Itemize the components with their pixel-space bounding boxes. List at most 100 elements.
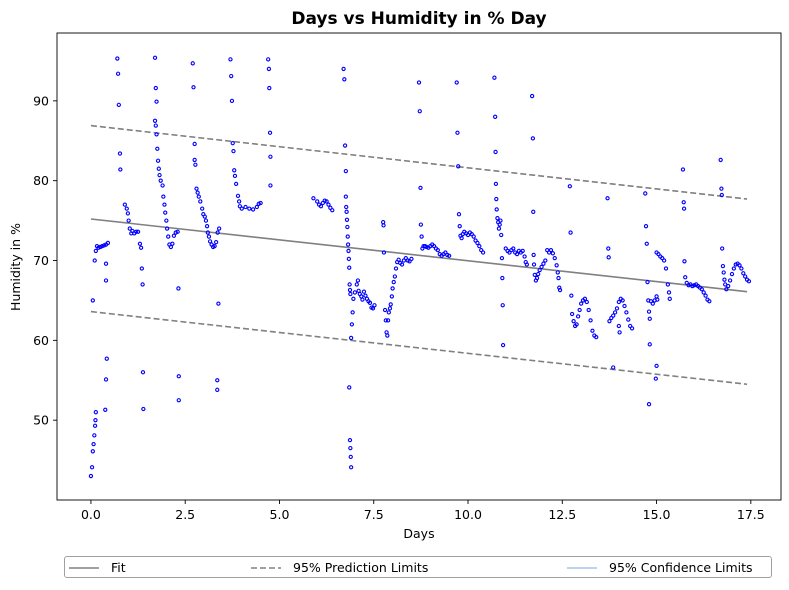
data-point [343, 194, 348, 199]
data-point [348, 291, 353, 297]
data-point [667, 296, 672, 301]
data-point [653, 376, 658, 381]
data-point [577, 307, 582, 313]
data-point [497, 222, 502, 227]
data-point [729, 271, 735, 277]
data-point [158, 178, 163, 183]
data-point [514, 251, 520, 257]
data-point [499, 255, 505, 261]
data-point [391, 279, 396, 285]
data-point [699, 287, 704, 292]
data-point [417, 109, 422, 114]
data-point [644, 241, 649, 246]
data-point [746, 279, 752, 284]
data-point [681, 206, 687, 211]
data-point [345, 224, 350, 230]
data-point [351, 296, 356, 301]
data-point [727, 278, 733, 283]
data-point [624, 310, 629, 315]
data-point [531, 262, 537, 267]
data-point [578, 301, 584, 306]
data-point [543, 258, 548, 263]
x-axis-label: Days [403, 526, 434, 541]
data-point [499, 232, 504, 238]
series-line-0-0 [90, 218, 748, 293]
data-point [230, 141, 235, 146]
data-point [212, 243, 217, 249]
data-point [122, 202, 128, 207]
data-point [348, 445, 353, 451]
data-point [93, 410, 98, 415]
legend-item-confidence: 95% Confidence Limits [567, 559, 753, 576]
data-point [655, 297, 660, 302]
data-point [606, 255, 611, 260]
data-point [155, 146, 160, 151]
legend-label-confidence: 95% Confidence Limits [609, 560, 753, 575]
data-point [232, 173, 238, 179]
data-point [250, 207, 256, 212]
data-point [477, 243, 482, 249]
data-point [232, 168, 237, 173]
data-point [524, 262, 529, 267]
x-tick-label: 5.0 [270, 507, 290, 522]
legend-swatch-confidence [567, 563, 597, 573]
data-point [342, 143, 348, 148]
data-point [193, 162, 198, 167]
data-point [347, 287, 353, 293]
data-point [498, 218, 503, 223]
data-point [646, 402, 652, 407]
data-point [254, 204, 260, 210]
data-point [720, 263, 726, 269]
data-point [743, 274, 748, 279]
data-point [385, 333, 390, 338]
data-point [326, 202, 331, 207]
data-point [343, 168, 348, 174]
data-point [347, 437, 353, 443]
data-point [703, 293, 708, 298]
data-point [200, 206, 205, 211]
data-point [235, 193, 241, 199]
data-point [492, 75, 497, 80]
data-point [650, 301, 655, 306]
data-point [617, 330, 622, 335]
data-point [162, 202, 167, 207]
data-point [726, 283, 731, 289]
data-point [683, 275, 688, 280]
data-point [494, 196, 499, 202]
data-point [381, 223, 386, 228]
data-point [231, 148, 236, 154]
data-point [170, 241, 175, 246]
data-point [90, 449, 95, 454]
data-point [194, 186, 199, 191]
data-point [719, 192, 724, 198]
data-point [522, 254, 527, 259]
data-point [647, 316, 652, 321]
data-point [229, 98, 235, 104]
data-point [575, 314, 581, 319]
data-point [550, 251, 556, 256]
data-point [137, 241, 143, 246]
data-point [116, 102, 121, 107]
x-tick-label: 15.0 [643, 507, 671, 522]
data-point [531, 209, 536, 214]
data-point [104, 356, 109, 361]
data-point [666, 290, 672, 295]
data-point [529, 93, 535, 99]
x-tick-label: 17.5 [737, 507, 765, 522]
y-tick-label: 80 [33, 173, 49, 188]
data-point [268, 154, 273, 159]
data-point [731, 266, 737, 271]
data-point [534, 275, 540, 281]
data-point [556, 275, 561, 281]
data-point [582, 296, 588, 301]
data-point [127, 226, 132, 231]
data-point [229, 73, 234, 79]
data-point [215, 378, 220, 383]
data-point [616, 299, 622, 305]
legend-item-prediction: 95% Prediction Limits [251, 559, 428, 576]
data-point [163, 210, 168, 215]
data-point [381, 250, 387, 255]
data-point [557, 287, 563, 293]
data-point [352, 290, 358, 295]
data-point [330, 208, 335, 213]
